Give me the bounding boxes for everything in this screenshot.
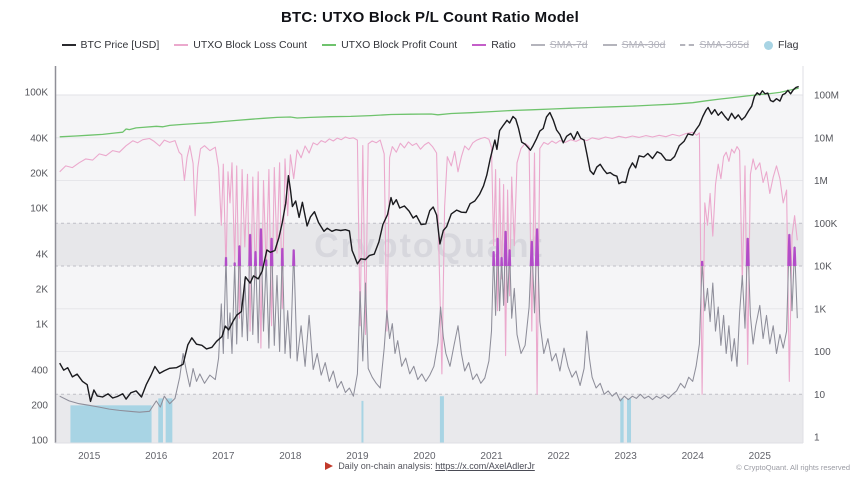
line-swatch-icon xyxy=(602,44,617,46)
ratio-band xyxy=(55,223,803,266)
copyright-text: © CryptoQuant. All rights reserved xyxy=(736,463,850,472)
y-axis-left-tick: 10K xyxy=(30,204,48,215)
legend-item-flag[interactable]: Flag xyxy=(764,39,798,51)
legend-item-label: BTC Price [USD] xyxy=(80,39,160,51)
legend-item-label: UTXO Block Profit Count xyxy=(341,39,458,51)
legend-item-label: Flag xyxy=(778,39,799,51)
page-title: BTC: UTXO Block P/L Count Ratio Model xyxy=(281,9,579,26)
legend-item-sma-365d[interactable]: SMA-365d xyxy=(680,39,749,51)
legend-item-ratio[interactable]: Ratio xyxy=(472,39,516,51)
red-flag-icon xyxy=(325,462,334,470)
x-axis-tick: 2016 xyxy=(145,451,168,462)
y-axis-left-tick: 100K xyxy=(25,88,49,99)
legend-item-label: SMA-7d xyxy=(549,39,588,51)
x-axis-tick: 2023 xyxy=(615,451,638,462)
x-axis-tick: 2021 xyxy=(480,451,503,462)
x-axis-tick: 2018 xyxy=(279,451,302,462)
y-axis-left-tick: 1K xyxy=(36,320,49,331)
y-axis-right-tick: 1K xyxy=(814,304,827,315)
flag-bar xyxy=(620,398,624,443)
y-axis-right-tick: 100M xyxy=(814,91,839,102)
y-axis-right-tick: 10 xyxy=(814,390,826,401)
y-axis-right-tick: 100K xyxy=(814,219,838,230)
y-axis-right-tick: 10K xyxy=(814,262,832,273)
btc-price-usd--line xyxy=(59,85,799,403)
line-swatch-icon xyxy=(322,44,337,46)
legend-item-utxo-block-profit-count[interactable]: UTXO Block Profit Count xyxy=(322,39,457,51)
x-axis-tick: 2024 xyxy=(682,451,705,462)
line-swatch-icon xyxy=(174,44,189,46)
line-swatch-icon xyxy=(61,44,76,46)
legend-item-btc-price-usd-[interactable]: BTC Price [USD] xyxy=(61,39,160,51)
y-axis-left-tick: 40K xyxy=(30,134,48,145)
line-swatch-icon xyxy=(472,44,487,46)
ratio-line xyxy=(59,228,798,413)
flag-bar xyxy=(626,398,632,443)
legend-item-label: Ratio xyxy=(491,39,516,51)
flag-swatch-icon xyxy=(764,40,774,50)
x-axis-tick: 2020 xyxy=(413,451,436,462)
footer-note: Daily on-chain analysis: https://x.com/A… xyxy=(0,461,860,471)
x-axis-tick: 2015 xyxy=(78,451,101,462)
utxo-block-profit-count-line xyxy=(59,87,799,138)
y-axis-left-tick: 20K xyxy=(30,169,48,180)
bottom-band xyxy=(55,394,803,443)
legend-item-label: SMA-365d xyxy=(699,39,750,51)
x-axis-tick: 2017 xyxy=(212,451,235,462)
flag-bar xyxy=(439,396,444,443)
plot-pane xyxy=(55,95,803,443)
y-axis-left-tick: 200 xyxy=(31,401,48,412)
y-axis-left-tick: 2K xyxy=(36,285,49,296)
footer-note-text: Daily on-chain analysis: xyxy=(338,461,433,471)
y-axis-right-tick: 10M xyxy=(814,133,833,144)
line-swatch-icon xyxy=(680,44,695,46)
y-axis-left-tick: 4K xyxy=(36,250,49,261)
legend-item-utxo-block-loss-count[interactable]: UTXO Block Loss Count xyxy=(174,39,307,51)
footer-link[interactable]: https://x.com/AxelAdlerJr xyxy=(435,461,535,471)
line-swatch-icon xyxy=(530,44,545,46)
legend-item-label: SMA-30d xyxy=(621,39,666,51)
legend-item-sma-7d[interactable]: SMA-7d xyxy=(530,39,588,51)
legend-item-label: UTXO Block Loss Count xyxy=(193,39,308,51)
flag-bar xyxy=(70,405,152,443)
y-axis-right-tick: 100 xyxy=(814,347,831,358)
x-axis-tick: 2019 xyxy=(346,451,369,462)
flag-bar xyxy=(361,400,364,443)
flag-bar xyxy=(158,398,163,443)
y-axis-left-tick: 100 xyxy=(31,436,48,447)
x-axis-tick: 2022 xyxy=(547,451,570,462)
y-axis-left-tick: 400 xyxy=(31,366,48,377)
flag-bar xyxy=(165,398,173,443)
legend: BTC Price [USD] UTXO Block Loss Count UTXO… xyxy=(0,39,860,51)
y-axis-right-tick: 1 xyxy=(814,433,820,444)
legend-item-sma-30d[interactable]: SMA-30d xyxy=(602,39,666,51)
y-axis-right-tick: 1M xyxy=(814,176,828,187)
utxo-block-loss-count-line xyxy=(59,131,798,395)
x-axis-tick: 2025 xyxy=(749,451,772,462)
